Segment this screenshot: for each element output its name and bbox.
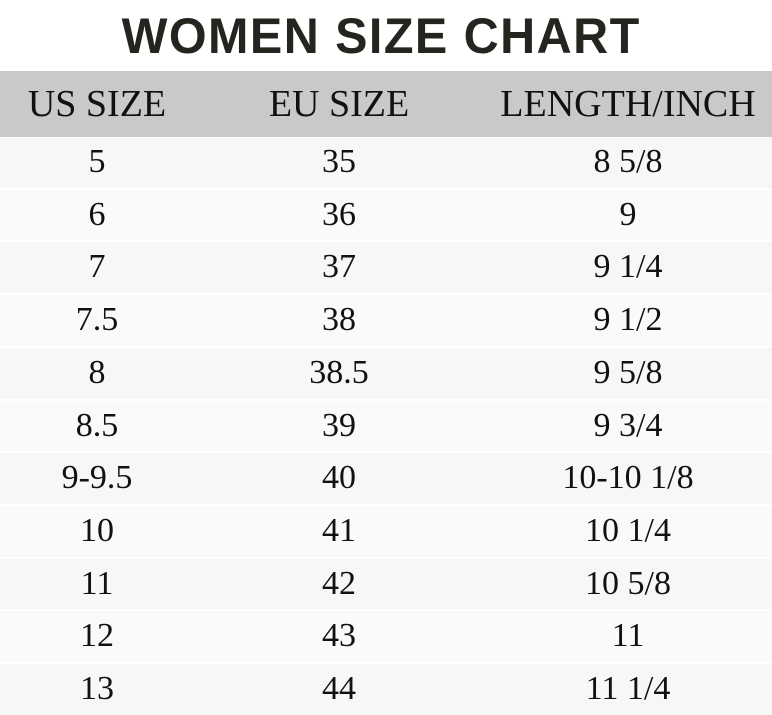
column-header-length-inch: LENGTH/INCH — [500, 83, 756, 125]
cell-length-inch: 8 5/8 — [593, 143, 663, 180]
table-header-row: US SIZE EU SIZE LENGTH/INCH — [0, 71, 772, 137]
cell-us-size: 5 — [88, 143, 106, 180]
page-title: WOMEN SIZE CHART — [121, 7, 641, 64]
cell-eu-size: 36 — [194, 187, 484, 242]
cell-length-inch: 9 1/4 — [484, 240, 772, 295]
table-body: 5 35 8 5/8 6 36 9 7 37 9 1/4 7.5 38 9 1/2 8 38.5 9 5/8… — [0, 137, 772, 715]
cell-length-inch: 9 5/8 — [484, 345, 772, 400]
cell-length-inch: 10 1/4 — [484, 503, 772, 558]
cell-length-inch: 10-10 1/8 — [484, 451, 772, 505]
cell-us-size: 13 — [0, 662, 194, 715]
table-row: 5 35 8 5/8 — [0, 137, 772, 189]
cell-length-inch: 11 1/4 — [484, 662, 772, 715]
size-chart-table: US SIZE EU SIZE LENGTH/INCH 5 35 8 5/8 6 36 9… — [0, 71, 772, 715]
cell-us-size: 12 — [0, 609, 194, 664]
table-row: 12 43 11 — [0, 609, 772, 664]
column-header-eu-size: EU SIZE — [268, 83, 410, 125]
cell-eu-size: 40 — [194, 451, 484, 505]
column-header-us-size: US SIZE — [27, 83, 167, 125]
cell-us-size: 8 — [0, 345, 194, 400]
size-chart-root: WOMEN SIZE CHART US SIZE EU SIZE LENGTH/… — [0, 7, 772, 715]
cell-us-size: 8.5 — [0, 398, 194, 453]
cell-eu-size: 43 — [194, 609, 484, 664]
cell-eu-size: 44 — [194, 662, 484, 715]
cell-eu-size: 41 — [194, 503, 484, 558]
cell-length-inch: 9 3/4 — [484, 398, 772, 453]
cell-us-size: 6 — [0, 187, 194, 242]
cell-us-size: 9-9.5 — [0, 451, 194, 505]
table-header: US SIZE EU SIZE LENGTH/INCH — [0, 71, 772, 137]
cell-eu-size: 37 — [194, 240, 484, 295]
table-row: 8.5 39 9 3/4 — [0, 398, 772, 453]
table-row: 7.5 38 9 1/2 — [0, 293, 772, 347]
table-row: 7 37 9 1/4 — [0, 240, 772, 295]
table-row: 6 36 9 — [0, 187, 772, 242]
table-row: 9-9.5 40 10-10 1/8 — [0, 451, 772, 505]
cell-eu-size: 42 — [194, 556, 484, 611]
table-row: 11 42 10 5/8 — [0, 556, 772, 611]
cell-us-size: 10 — [0, 503, 194, 558]
cell-eu-size: 38.5 — [194, 345, 484, 400]
cell-us-size: 11 — [0, 556, 194, 611]
cell-us-size: 7 — [0, 240, 194, 295]
cell-eu-size: 35 — [322, 143, 356, 180]
cell-length-inch: 9 1/2 — [484, 293, 772, 347]
table-row: 13 44 11 1/4 — [0, 662, 772, 715]
table-row: 10 41 10 1/4 — [0, 503, 772, 558]
cell-length-inch: 9 — [484, 187, 772, 242]
cell-eu-size: 39 — [194, 398, 484, 453]
cell-eu-size: 38 — [194, 293, 484, 347]
cell-length-inch: 10 5/8 — [484, 556, 772, 611]
cell-us-size: 7.5 — [0, 293, 194, 347]
table-row: 8 38.5 9 5/8 — [0, 345, 772, 400]
cell-length-inch: 11 — [484, 609, 772, 664]
